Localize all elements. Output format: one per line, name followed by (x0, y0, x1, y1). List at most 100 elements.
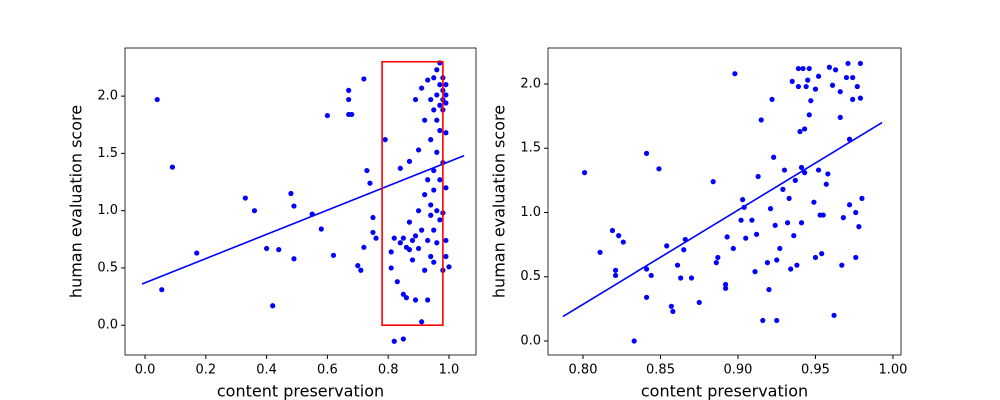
point (774, 317, 780, 324)
point (631, 338, 637, 344)
y-tick-label: 0.5 (520, 269, 541, 284)
point (291, 203, 297, 209)
point (825, 171, 831, 177)
point (798, 164, 805, 171)
point (755, 173, 761, 180)
point (434, 92, 440, 98)
point (264, 245, 270, 252)
point (443, 185, 449, 191)
point (428, 96, 434, 103)
point (767, 206, 774, 212)
point (760, 317, 766, 324)
x-tick-label: 0.85 (646, 363, 675, 378)
point (412, 233, 419, 239)
y-tick-label: 2.0 (520, 76, 541, 91)
point (857, 60, 864, 67)
y-tick-label: 2.0 (97, 89, 118, 104)
point (806, 112, 812, 118)
point (400, 291, 406, 297)
point (820, 212, 826, 218)
highlight-box (381, 60, 444, 327)
point (722, 281, 729, 288)
point (318, 226, 324, 232)
y-axis-label: human evaluation score (67, 105, 86, 298)
y-tick-label: 1.0 (97, 203, 118, 218)
point (425, 297, 431, 303)
point (394, 279, 400, 285)
y-tick-label: 1.0 (520, 205, 541, 220)
point (397, 165, 403, 171)
point (437, 217, 443, 223)
point (324, 112, 330, 119)
y-tick-label: 0.5 (97, 260, 118, 275)
point (846, 136, 853, 142)
point (431, 167, 437, 174)
point (815, 167, 822, 173)
point (812, 86, 819, 92)
x-tick-label: 0.4 (256, 363, 277, 378)
point (431, 259, 437, 265)
trend-line (562, 121, 883, 318)
point (812, 254, 819, 261)
point (846, 202, 853, 208)
point (781, 167, 788, 173)
point (425, 237, 431, 244)
point (656, 166, 662, 172)
point (738, 217, 744, 223)
point (612, 267, 619, 273)
point (609, 227, 616, 234)
point (581, 170, 588, 176)
point (724, 234, 730, 240)
y-tick-label: 0.0 (520, 333, 541, 348)
point (664, 243, 670, 249)
point (431, 75, 437, 81)
point (839, 262, 845, 268)
point (419, 227, 425, 233)
point (428, 137, 434, 143)
point (431, 107, 437, 113)
y-tick-label: 1.5 (97, 146, 118, 161)
point (431, 227, 437, 233)
point (251, 208, 258, 214)
point (419, 319, 425, 325)
x-tick-label: 0.90 (724, 363, 753, 378)
point (330, 252, 337, 258)
point (800, 65, 806, 72)
point (791, 233, 797, 239)
point (819, 251, 825, 257)
point (837, 114, 843, 120)
point (857, 95, 864, 101)
point (713, 260, 719, 266)
point (349, 111, 355, 118)
point (443, 130, 449, 136)
point (443, 82, 449, 88)
point (597, 249, 603, 255)
point (772, 222, 778, 228)
point (276, 247, 282, 253)
point (437, 82, 443, 88)
point (364, 167, 370, 174)
x-tick-label: 1.00 (878, 363, 907, 378)
point (425, 77, 431, 83)
point (616, 233, 622, 239)
x-tick-label: 0.80 (569, 363, 598, 378)
plot-frame (547, 47, 902, 356)
point (242, 195, 248, 201)
point (431, 187, 437, 193)
point (795, 65, 802, 72)
point (678, 275, 684, 281)
point (840, 215, 846, 221)
point (854, 83, 860, 90)
point (428, 212, 434, 218)
point (681, 247, 687, 253)
point (859, 195, 865, 201)
point (845, 60, 851, 67)
point (764, 260, 771, 266)
point (428, 202, 434, 208)
point (388, 249, 394, 255)
point (415, 208, 422, 214)
point (856, 224, 862, 230)
point (753, 231, 760, 237)
point (643, 294, 650, 300)
y-tick-label: 1.5 (520, 141, 541, 156)
